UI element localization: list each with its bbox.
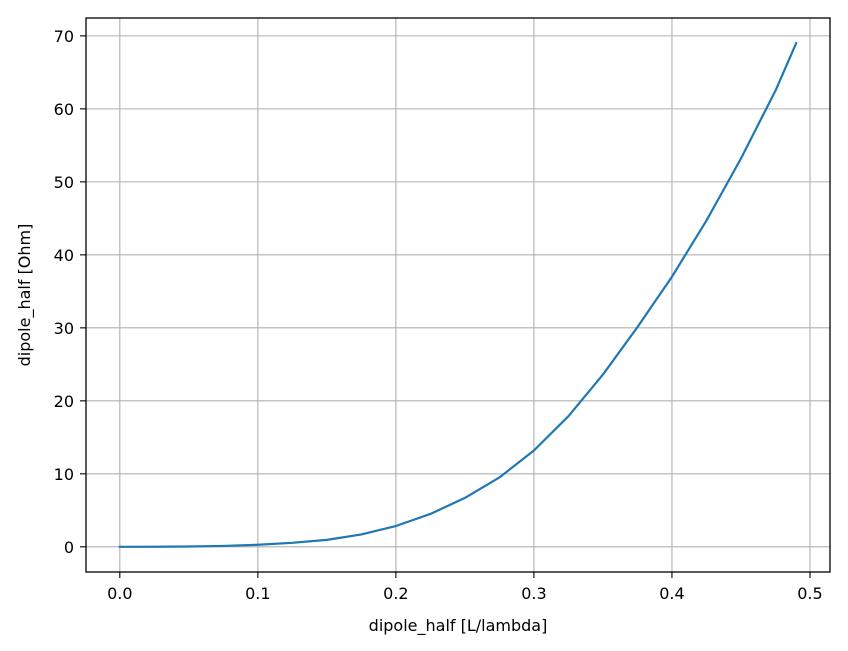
plot-frame xyxy=(85,17,831,573)
y-tick-label: 70 xyxy=(54,27,74,46)
grid xyxy=(86,18,830,572)
y-tick-label: 50 xyxy=(54,173,74,192)
y-tick-label: 0 xyxy=(64,538,74,557)
y-tick-label: 40 xyxy=(54,246,74,265)
x-tick-label: 0.3 xyxy=(521,584,546,603)
x-tick-label: 0.4 xyxy=(659,584,684,603)
x-tick-label: 0.5 xyxy=(797,584,822,603)
x-axis-ticks: 0.0 0.1 0.2 0.3 0.4 0.5 xyxy=(107,572,823,603)
series-line xyxy=(118,41,798,548)
series-layer xyxy=(118,41,798,548)
y-tick-label: 30 xyxy=(54,319,74,338)
x-tick-label: 0.2 xyxy=(383,584,408,603)
y-axis-label: dipole_half [Ohm] xyxy=(15,224,35,367)
y-axis-ticks: 0 10 20 30 40 50 60 70 xyxy=(54,27,86,557)
y-tick-label: 60 xyxy=(54,100,74,119)
y-tick-label: 20 xyxy=(54,392,74,411)
x-axis-label: dipole_half [L/lambda] xyxy=(369,616,548,636)
x-tick-label: 0.0 xyxy=(107,584,132,603)
y-tick-label: 10 xyxy=(54,465,74,484)
x-tick-label: 0.1 xyxy=(245,584,270,603)
